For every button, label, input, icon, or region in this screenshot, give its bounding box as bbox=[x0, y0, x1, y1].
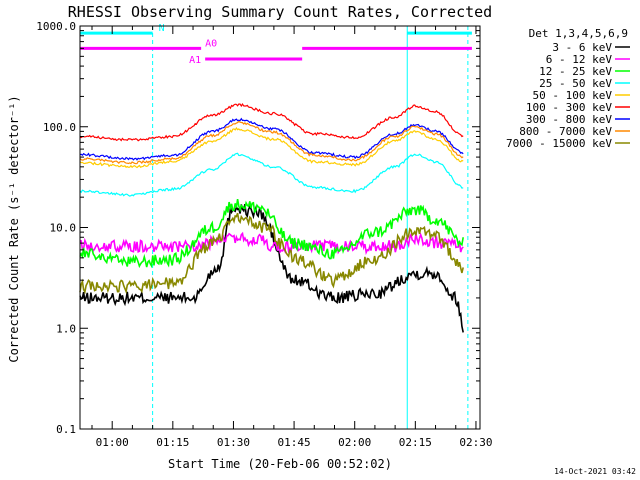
annotation-label-N: N bbox=[159, 23, 165, 34]
series-line-5 bbox=[79, 102, 464, 142]
legend-label-1: 6 - 12 keV bbox=[546, 53, 613, 66]
series-line-8 bbox=[79, 212, 464, 295]
y-tick-label-3: 100.0 bbox=[43, 121, 76, 134]
x-tick-label-1: 01:15 bbox=[156, 436, 189, 449]
legend-label-6: 300 - 800 keV bbox=[526, 113, 612, 126]
series-line-3 bbox=[79, 152, 464, 197]
x-tick-label-3: 01:45 bbox=[278, 436, 311, 449]
x-tick-label-4: 02:00 bbox=[338, 436, 371, 449]
y-tick-label-1: 1.0 bbox=[56, 322, 76, 335]
legend-title: Det 1,3,4,5,6,9 bbox=[529, 27, 628, 40]
chart-title: RHESSI Observing Summary Count Rates, Co… bbox=[68, 3, 492, 21]
legend-label-3: 25 - 50 keV bbox=[539, 77, 612, 90]
y-tick-label-0: 0.1 bbox=[56, 423, 76, 436]
series-line-6 bbox=[79, 117, 464, 161]
x-tick-label-2: 01:30 bbox=[217, 436, 250, 449]
annotation-label-A0: A0 bbox=[205, 38, 217, 49]
x-tick-label-5: 02:15 bbox=[399, 436, 432, 449]
series-line-2 bbox=[79, 198, 464, 269]
legend-label-8: 7000 - 15000 keV bbox=[506, 137, 612, 150]
legend-label-0: 3 - 6 keV bbox=[552, 41, 612, 54]
plot-frame bbox=[79, 25, 481, 430]
x-tick-label-0: 01:00 bbox=[96, 436, 129, 449]
annotation-label-A1: A1 bbox=[189, 55, 201, 66]
series-line-7 bbox=[79, 120, 464, 165]
series-line-4 bbox=[79, 126, 464, 169]
legend-label-2: 12 - 25 keV bbox=[539, 65, 612, 78]
timestamp: 14-Oct-2021 03:42 bbox=[554, 467, 636, 476]
y-axis-label: Corrected Count Rate (s⁻¹ detector⁻¹) bbox=[7, 95, 21, 362]
plot-area: N A0 A1 0.1 1.0 10.0 100.0 1000.0 01:00 01:15 01:3… bbox=[36, 20, 630, 449]
x-axis-label: Start Time (20-Feb-06 00:52:02) bbox=[168, 457, 392, 471]
legend-label-5: 100 - 300 keV bbox=[526, 101, 612, 114]
series-line-0 bbox=[79, 203, 464, 333]
y-tick-label-2: 10.0 bbox=[50, 222, 77, 235]
legend-label-4: 50 - 100 keV bbox=[533, 89, 613, 102]
y-tick-label-4: 1000.0 bbox=[36, 20, 76, 33]
legend-label-7: 800 - 7000 keV bbox=[519, 125, 612, 138]
series-line-1 bbox=[79, 231, 464, 256]
x-tick-label-6: 02:30 bbox=[459, 436, 492, 449]
